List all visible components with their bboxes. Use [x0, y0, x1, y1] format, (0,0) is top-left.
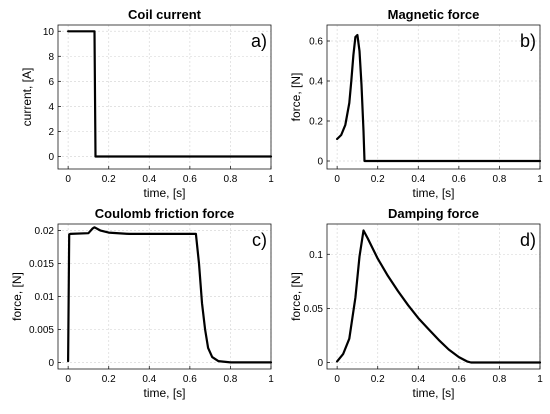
- y-tick-label: 8: [48, 52, 54, 63]
- x-tick-label: 0: [65, 174, 71, 185]
- x-tick-label: 0.6: [183, 174, 197, 185]
- x-tick-label: 0.2: [102, 374, 116, 385]
- x-axis-label: time, [s]: [143, 186, 185, 200]
- x-tick-label: 0.4: [142, 374, 156, 385]
- x-tick-label: 0: [65, 374, 71, 385]
- x-tick-label: 0.4: [142, 174, 156, 185]
- y-tick-label: 0.015: [29, 259, 54, 270]
- x-tick-label: 1: [268, 174, 274, 185]
- x-tick-label: 0.8: [223, 174, 237, 185]
- x-tick-label: 0.4: [411, 174, 425, 185]
- y-tick-label: 0.1: [309, 250, 323, 261]
- y-tick-label: 0.02: [35, 226, 55, 237]
- chart-title: Damping force: [388, 206, 479, 221]
- y-tick-label: 6: [48, 77, 54, 88]
- series-line: [336, 33, 542, 163]
- x-tick-label: 0.2: [102, 174, 116, 185]
- series-line: [66, 226, 273, 364]
- panel-tag: a): [251, 31, 267, 51]
- y-tick-label: 2: [48, 127, 54, 138]
- y-tick-label: 0.6: [309, 37, 323, 48]
- y-axis-label: current, [A]: [20, 68, 34, 127]
- y-tick-label: 0.005: [29, 325, 54, 336]
- chart-title: Magnetic force: [388, 7, 480, 22]
- x-axis-label: time, [s]: [412, 386, 454, 400]
- x-tick-label: 0.6: [183, 374, 197, 385]
- x-tick-label: 0.6: [452, 374, 466, 385]
- x-tick-label: 1: [268, 374, 274, 385]
- chart-title: Coil current: [128, 7, 202, 22]
- x-tick-label: 0.4: [411, 374, 425, 385]
- y-axis-label: force, [N]: [289, 272, 303, 321]
- chart-panel-3: 0 0.2 0.4 0.6 0.8 1 0 0.05 0.1 Damping force time,…: [289, 206, 543, 400]
- y-axis-label: force, [N]: [289, 73, 303, 122]
- y-tick-label: 0.4: [309, 77, 323, 88]
- x-tick-label: 0.2: [371, 174, 385, 185]
- x-axis-label: time, [s]: [143, 386, 185, 400]
- x-tick-label: 0: [334, 374, 340, 385]
- y-tick-label: 0.2: [309, 117, 323, 128]
- x-tick-label: 0.6: [452, 174, 466, 185]
- y-axis-label: force, [N]: [10, 272, 24, 321]
- x-tick-label: 0.8: [492, 374, 506, 385]
- x-tick-label: 1: [537, 174, 543, 185]
- y-tick-label: 0.05: [304, 304, 324, 315]
- chart-panel-2: 0 0.2 0.4 0.6 0.8 1 0 0.005 0.01 0.015 0.02 Coulomb…: [10, 206, 274, 400]
- y-tick-label: 0: [317, 157, 323, 168]
- plot-frame: [57, 24, 272, 170]
- chart-title: Coulomb friction force: [95, 206, 234, 221]
- y-tick-label: 4: [48, 102, 54, 113]
- panel-tag: c): [252, 230, 267, 250]
- x-tick-label: 0.8: [492, 174, 506, 185]
- panel-tag: d): [520, 230, 536, 250]
- series-line: [66, 30, 273, 158]
- y-tick-label: 0.01: [35, 292, 55, 303]
- y-tick-label: 0: [48, 358, 54, 369]
- x-tick-label: 1: [537, 374, 543, 385]
- series-line: [336, 229, 542, 364]
- y-tick-label: 0: [317, 358, 323, 369]
- x-tick-label: 0.8: [223, 374, 237, 385]
- plot-frame: [326, 223, 541, 370]
- x-axis-label: time, [s]: [412, 186, 454, 200]
- panel-tag: b): [520, 31, 536, 51]
- x-tick-label: 0.2: [371, 374, 385, 385]
- y-tick-label: 10: [43, 27, 55, 38]
- y-tick-label: 0: [48, 152, 54, 163]
- x-tick-label: 0: [334, 174, 340, 185]
- chart-panel-1: 0 0.2 0.4 0.6 0.8 1 0 0.2 0.4 0.6 Magnetic force ti…: [289, 7, 543, 200]
- plot-frame: [326, 24, 541, 170]
